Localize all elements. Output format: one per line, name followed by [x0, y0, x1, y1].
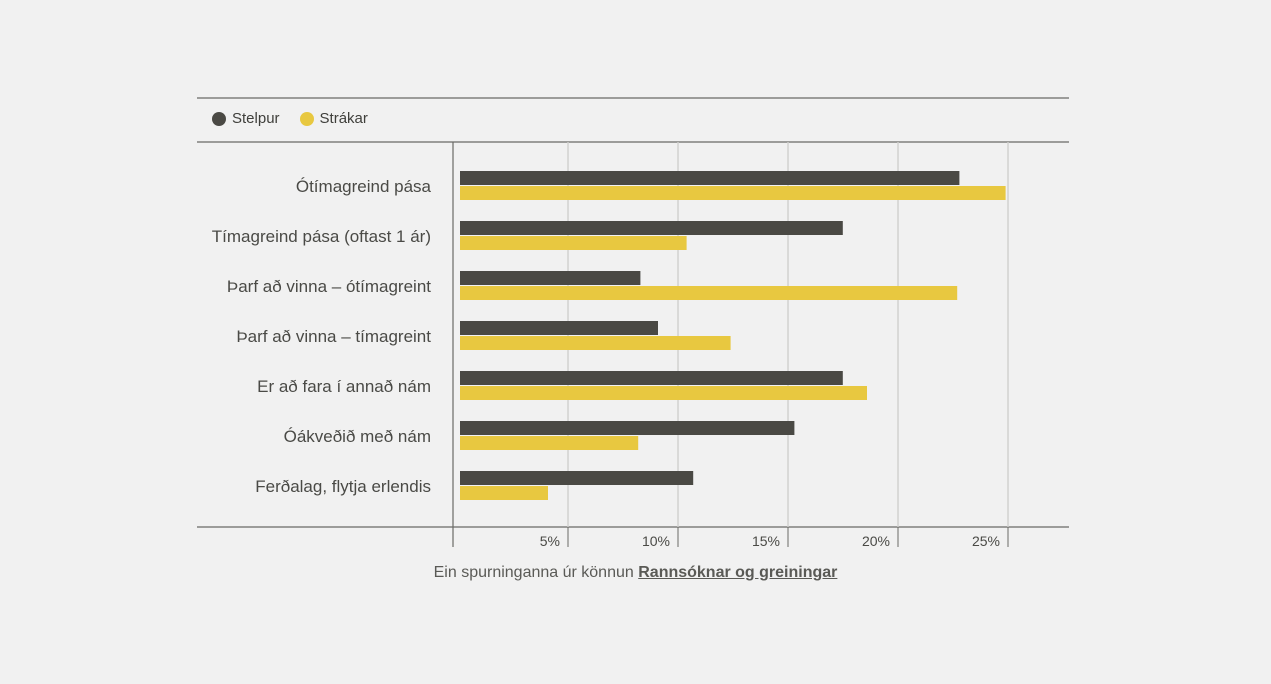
- bar-stelpur: [460, 321, 658, 335]
- category-label: Ótímagreind pása: [296, 177, 432, 196]
- category-label: Óákveðið með nám: [284, 427, 431, 446]
- x-tick-label: 10%: [642, 533, 670, 549]
- bar-stelpur: [460, 471, 694, 485]
- bar-strakar: [460, 436, 639, 450]
- bar-strakar: [460, 486, 548, 500]
- x-tick-label: 20%: [862, 533, 890, 549]
- caption-text: Ein spurninganna úr könnun: [433, 564, 634, 581]
- caption-source-link[interactable]: Rannsóknar og greiningar: [638, 564, 838, 581]
- bar-stelpur: [460, 271, 641, 285]
- legend-item-strakar: Strákar: [299, 110, 368, 127]
- chart-caption: Ein spurninganna úr könnun Rannsóknar og…: [0, 564, 1271, 582]
- tick-labels: 5% 10% 15% 20% 25%: [540, 533, 1000, 549]
- bar-stelpur: [460, 221, 843, 235]
- category-labels: Ótímagreind pása Tímagreind pása (oftast …: [212, 177, 432, 496]
- legend-label-stelpur: Stelpur: [232, 110, 280, 127]
- legend-label-strakar: Strákar: [319, 110, 368, 127]
- bar-strakar: [460, 336, 731, 350]
- legend: Stelpur Strákar: [212, 110, 388, 127]
- bars: [460, 171, 1006, 500]
- bar-stelpur: [460, 171, 960, 185]
- x-tick-label: 25%: [972, 533, 1000, 549]
- legend-swatch-stelpur: [212, 111, 226, 126]
- legend-swatch-strakar: [299, 111, 314, 126]
- legend-item-stelpur: Stelpur: [212, 110, 280, 127]
- bar-strakar: [460, 186, 1006, 200]
- chart-frame: [197, 97, 1069, 547]
- bar-strakar: [460, 236, 687, 250]
- bar-strakar: [460, 286, 958, 300]
- category-label: Er að fara í annað nám: [257, 377, 431, 396]
- category-label: Ferðalag, flytja erlendis: [255, 477, 431, 496]
- category-label: Þarf að vinna – ótímagreint: [227, 277, 431, 296]
- x-tick-label: 15%: [752, 533, 780, 549]
- bar-stelpur: [460, 421, 795, 435]
- category-label: Tímagreind pása (oftast 1 ár): [212, 227, 431, 246]
- bar-stelpur: [460, 371, 843, 385]
- category-label: Þarf að vinna – tímagreint: [236, 327, 431, 346]
- x-tick-label: 5%: [540, 533, 560, 549]
- bar-strakar: [460, 386, 867, 400]
